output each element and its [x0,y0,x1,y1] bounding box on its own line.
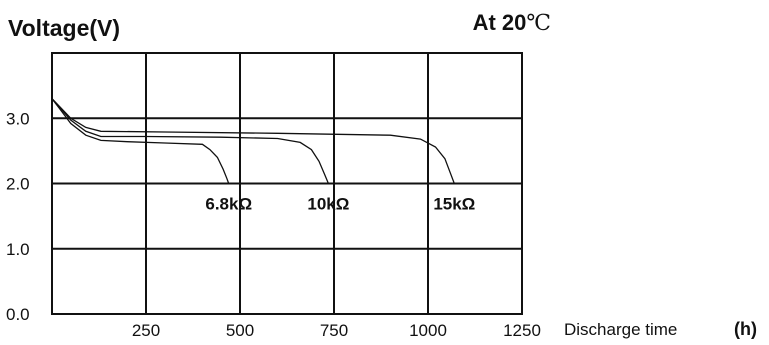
series-line [51,98,329,184]
x-tick-label: 500 [226,321,254,340]
series-line [51,98,230,184]
temperature-condition: At 20℃ [473,10,551,36]
x-tick-label: 750 [320,321,348,340]
series-line [51,98,455,184]
y-tick-label: 0.0 [6,305,30,324]
series-curves [51,98,455,184]
series-label: 15kΩ [433,195,475,214]
series-label: 6.8kΩ [205,195,252,214]
axis-ticks: 250 500 750 1000 1250 0.0 1.0 2.0 3.0 [6,109,541,340]
plot-grid [51,52,523,315]
y-tick-label: 1.0 [6,240,30,259]
series-label: 10kΩ [307,195,349,214]
chart-title: Voltage(V) [8,15,120,41]
x-tick-label: 1000 [409,321,447,340]
y-tick-label: 2.0 [6,175,30,194]
y-tick-label: 3.0 [6,109,30,128]
x-tick-label: 1250 [503,321,541,340]
x-axis-label: Discharge time [564,320,677,339]
series-labels: 6.8kΩ 10kΩ 15kΩ [205,195,475,214]
x-axis-unit: (h) [734,319,757,339]
x-tick-label: 250 [132,321,160,340]
